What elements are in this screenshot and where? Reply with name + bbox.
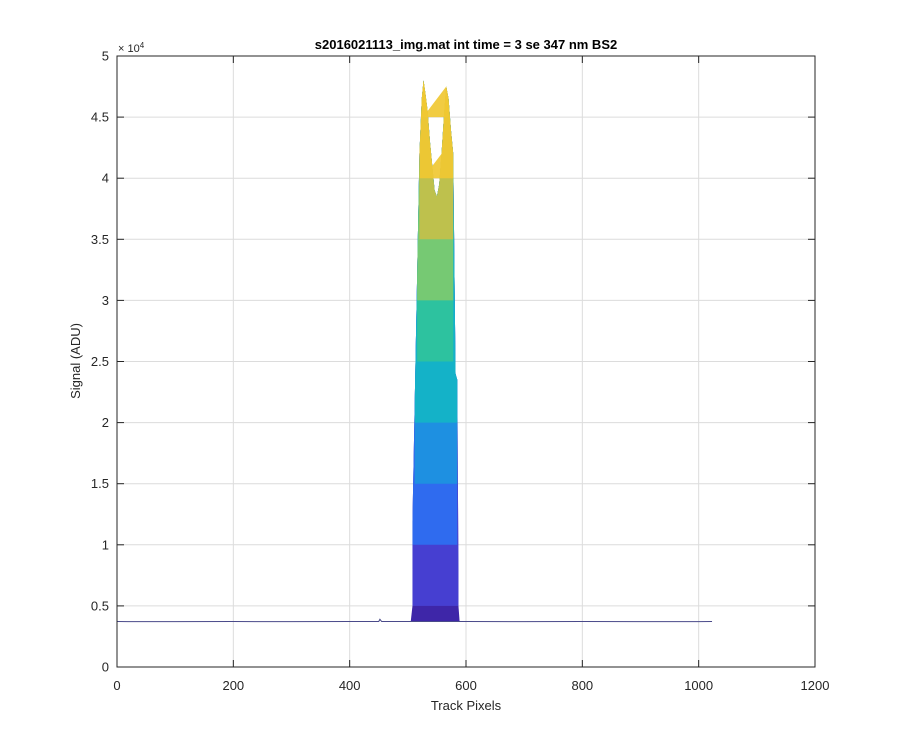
peak-band xyxy=(419,80,454,179)
data-layer xyxy=(117,80,713,623)
peak-band xyxy=(421,80,449,118)
baseline-series-line xyxy=(117,618,713,623)
chart-title: s2016021113_img.mat int time = 3 se 347 … xyxy=(315,37,617,52)
y-tick-label: 2.5 xyxy=(91,354,109,369)
x-tick-label: 200 xyxy=(222,678,244,693)
y-tick-label: 3.5 xyxy=(91,232,109,247)
grid-lines xyxy=(117,56,815,667)
y-tick-label: 4 xyxy=(102,171,109,186)
x-tick-label: 1200 xyxy=(801,678,830,693)
y-axis: 0 0.5 1 1.5 2 2.5 3 3.5 4 4.5 5 xyxy=(91,49,815,675)
y-exponent-base: × 10 xyxy=(118,43,140,55)
y-axis-title: Signal (ADU) xyxy=(68,323,83,399)
y-tick-label: 0 xyxy=(102,660,109,675)
x-tick-label: 0 xyxy=(113,678,120,693)
y-tick-label: 5 xyxy=(102,49,109,64)
y-tick-label: 4.5 xyxy=(91,110,109,125)
y-tick-label: 3 xyxy=(102,293,109,308)
y-tick-label: 1.5 xyxy=(91,476,109,491)
x-tick-label: 400 xyxy=(339,678,361,693)
y-exponent-label: × 104 xyxy=(118,41,145,55)
y-tick-label: 0.5 xyxy=(91,598,109,613)
peak-surface xyxy=(410,80,460,622)
x-axis: 0 200 400 600 800 1000 1200 xyxy=(113,56,829,693)
y-tick-label: 1 xyxy=(102,537,109,552)
x-tick-label: 800 xyxy=(571,678,593,693)
x-tick-label: 1000 xyxy=(684,678,713,693)
x-axis-title: Track Pixels xyxy=(431,698,502,713)
x-tick-label: 600 xyxy=(455,678,477,693)
y-exponent-power: 4 xyxy=(140,41,145,50)
y-tick-label: 2 xyxy=(102,415,109,430)
